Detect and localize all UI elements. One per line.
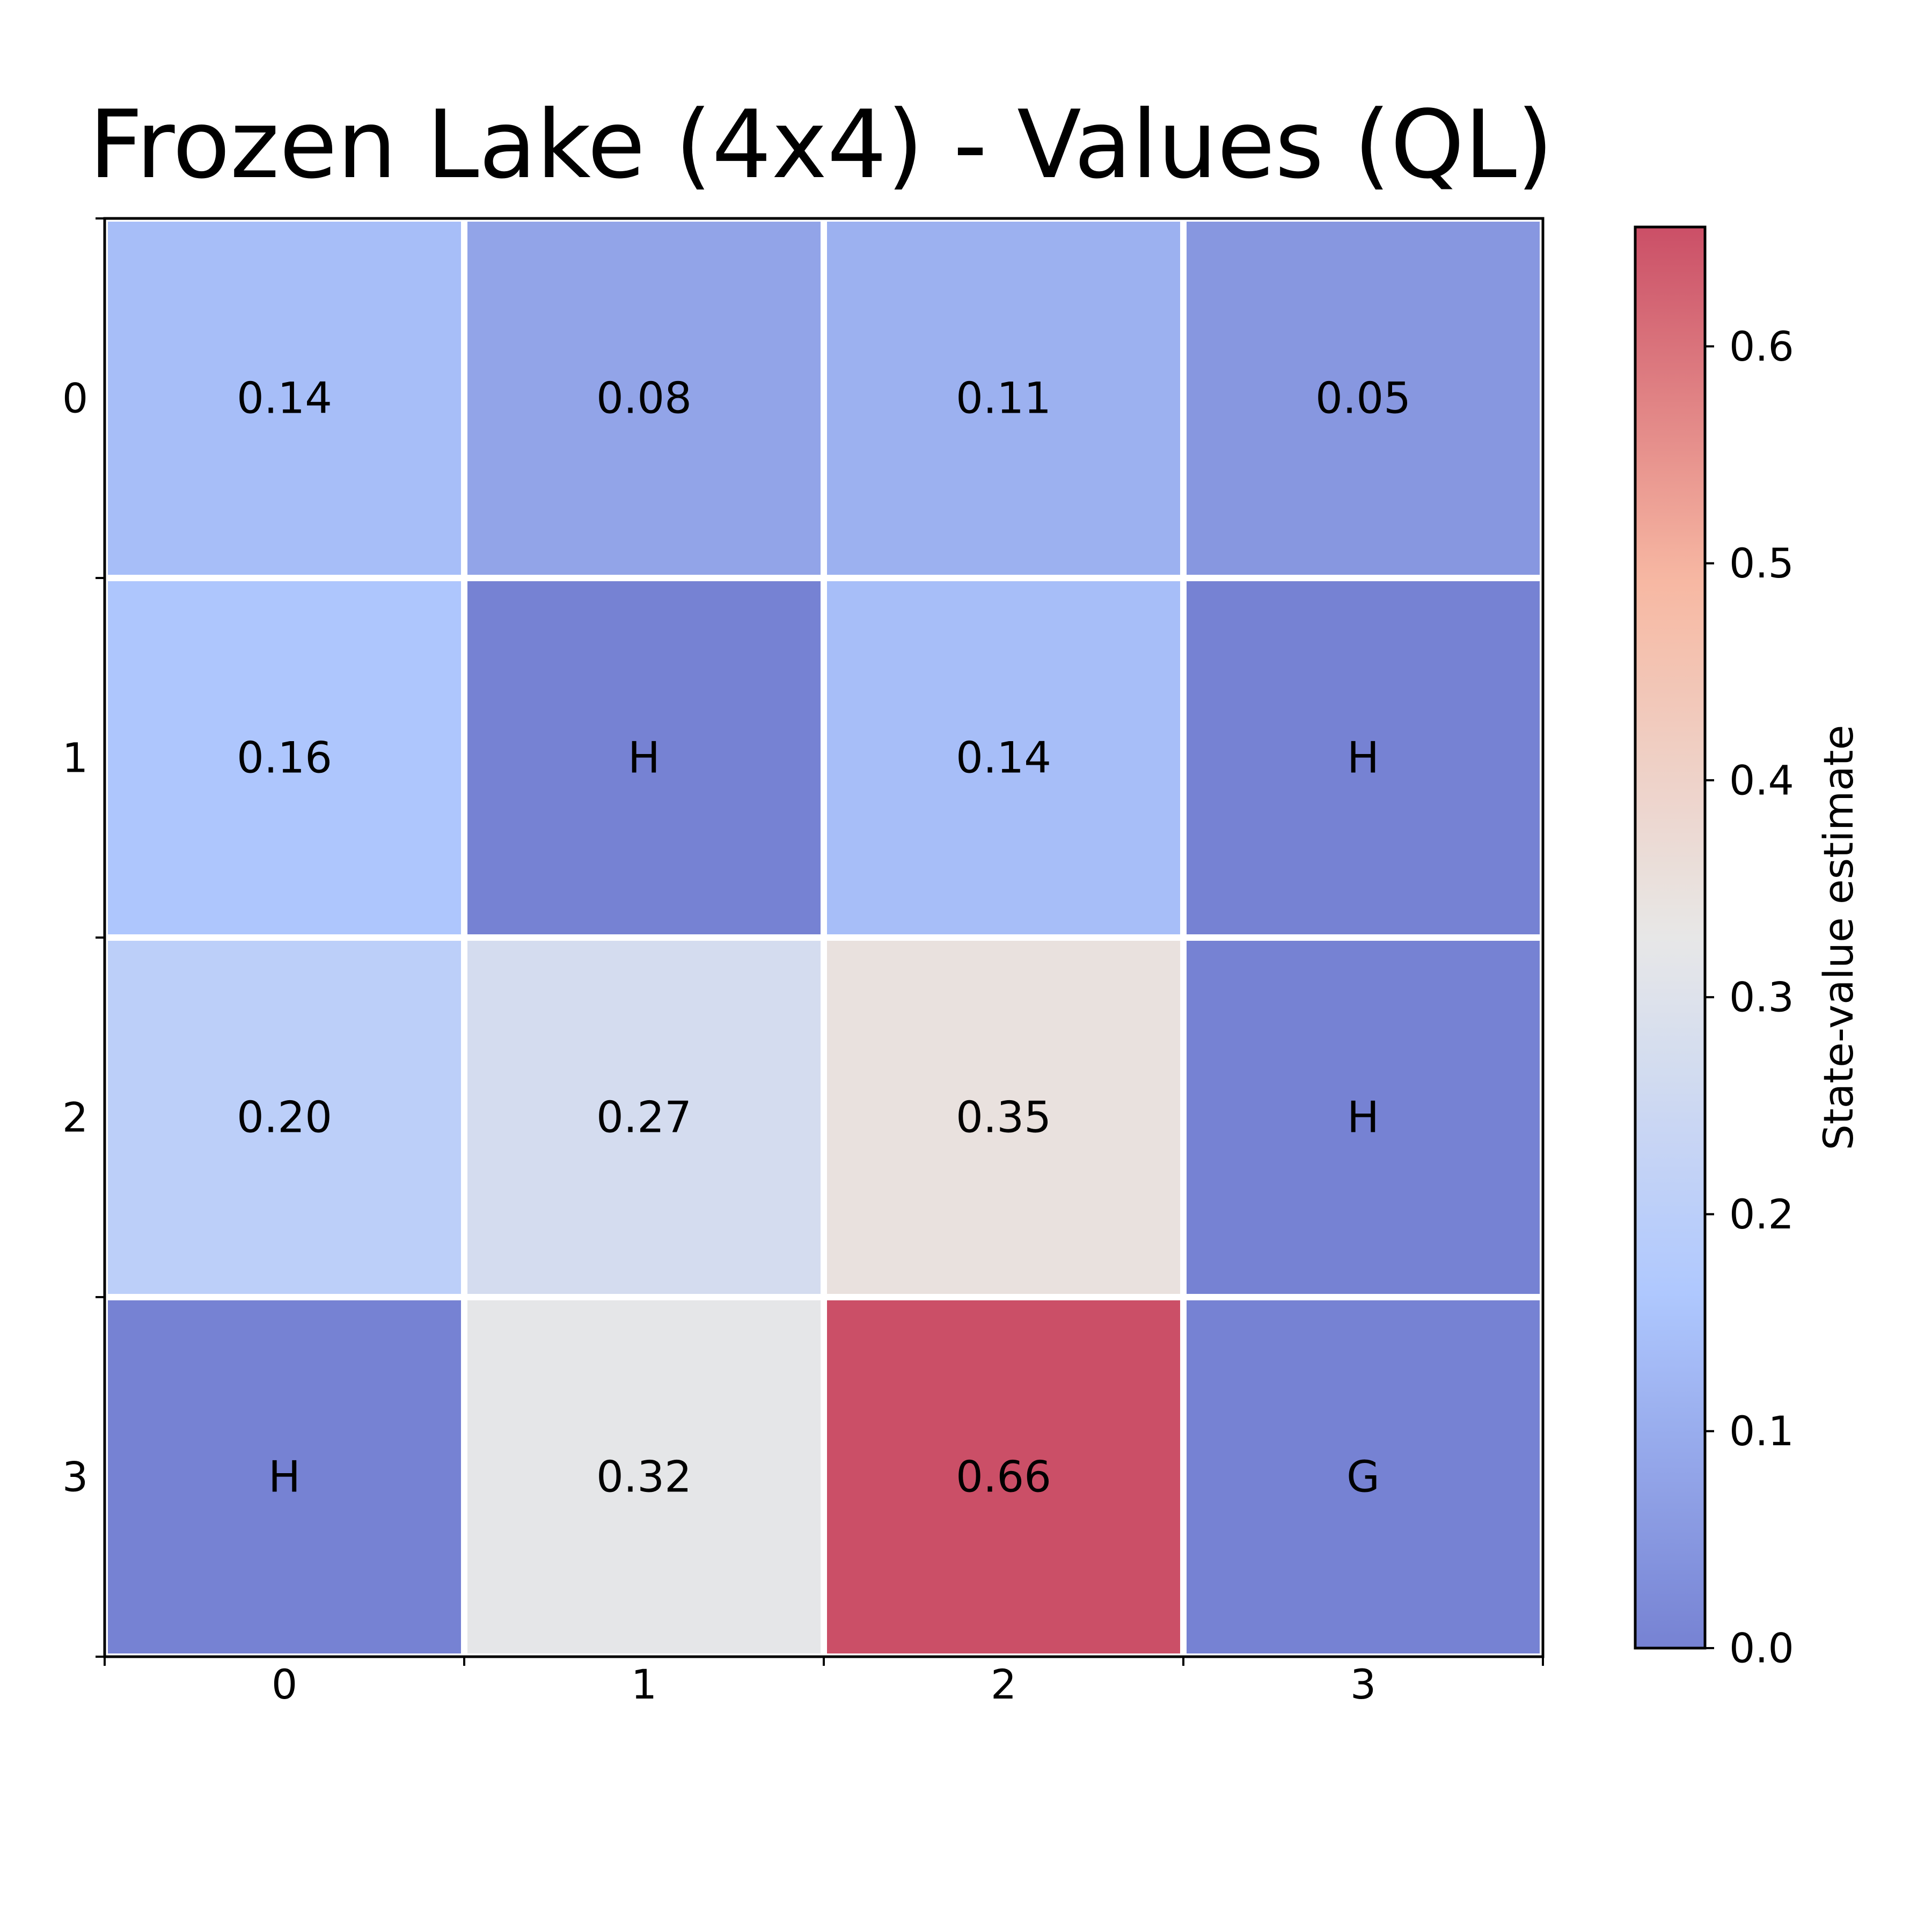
cell-value-label: 0.20	[237, 1093, 332, 1143]
x-axis: 0 1 2 3	[104, 1657, 1544, 1708]
colorbar-tick-label: 0.3	[1729, 974, 1794, 1021]
x-tick-label: 1	[631, 1660, 657, 1708]
y-axis: 0 1 2 3	[62, 217, 105, 1658]
cell-value-label: H	[1347, 733, 1379, 783]
cell-value-label: 0.66	[956, 1452, 1051, 1502]
cell-value-label: 0.08	[596, 374, 692, 423]
y-tick-label: 0	[62, 375, 88, 422]
colorbar	[1635, 227, 1705, 1648]
colorbar-tick-label: 0.1	[1729, 1407, 1794, 1455]
colorbar-tick-label: 0.6	[1729, 323, 1794, 370]
cell-value-label: 0.14	[237, 374, 332, 423]
y-tick-label: 3	[62, 1453, 88, 1501]
cell-value-label: 0.14	[956, 733, 1051, 783]
colorbar-tick-label: 0.4	[1729, 756, 1794, 804]
cell-value-label: 0.11	[956, 374, 1051, 423]
heatmap-cell	[1180, 934, 1546, 1300]
heatmap-cell	[461, 215, 827, 581]
cell-value-label: 0.35	[956, 1093, 1051, 1143]
x-tick-label: 0	[272, 1660, 297, 1708]
colorbar-tick-label: 0.0	[1729, 1624, 1794, 1672]
colorbar-frame	[1634, 225, 1707, 1650]
colorbar-tick-label: 0.2	[1729, 1190, 1794, 1238]
cell-value-label: G	[1346, 1452, 1380, 1502]
heatmap-cell	[461, 575, 827, 941]
x-tick-label: 3	[1350, 1660, 1376, 1708]
chart-title: Frozen Lake (4x4) - Values (QL)	[89, 91, 1554, 200]
heatmap-cell	[461, 934, 827, 1300]
cell-labels: 0.14 0.08 0.11 0.05 0.16 H 0.14 H 0.20 0.27 0.35 H H…	[237, 374, 1411, 1502]
x-tick-label: 2	[991, 1660, 1016, 1708]
cell-value-label: 0.16	[237, 733, 332, 783]
cell-value-label: 0.27	[596, 1093, 692, 1143]
colorbar-ticks: 0.0 0.1 0.2 0.3 0.4 0.5 0.6	[1705, 323, 1794, 1672]
colorbar-label: State-value estimate	[1814, 725, 1862, 1151]
cell-value-label: 0.32	[596, 1452, 692, 1502]
cell-value-label: H	[628, 733, 660, 783]
cell-value-label: H	[268, 1452, 301, 1502]
colorbar-tick-label: 0.5	[1729, 539, 1794, 587]
heatmap-cell	[461, 1294, 827, 1660]
cell-value-label: 0.05	[1315, 374, 1411, 423]
y-tick-label: 2	[62, 1094, 88, 1141]
heatmap-cell	[101, 215, 467, 581]
cell-value-label: H	[1347, 1093, 1379, 1143]
heatmap-cell	[1180, 1294, 1546, 1660]
y-tick-label: 1	[62, 734, 88, 782]
heatmap-cell	[1180, 575, 1546, 941]
heatmap-cells	[101, 215, 1546, 1660]
